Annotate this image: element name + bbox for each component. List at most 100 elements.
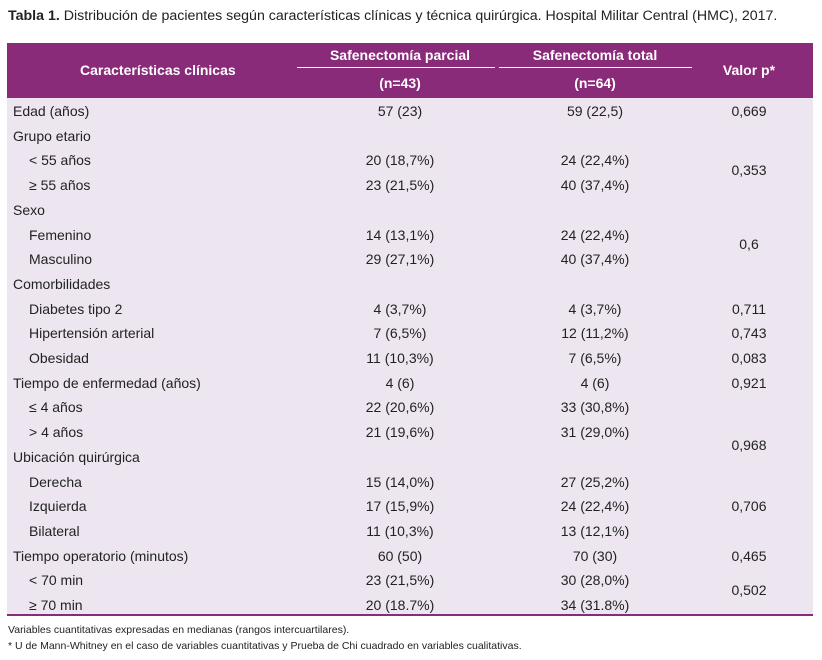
- row-label: ≥ 70 min: [29, 597, 83, 613]
- row-partial-value: 21 (19,6%): [365, 424, 435, 441]
- row-total-value: 7 (6,5%): [568, 350, 622, 366]
- row-total-value: 24 (22,4%): [560, 226, 630, 243]
- row-label: Tiempo operatorio (minutos): [13, 547, 189, 564]
- table-row: ≤ 4 años 22 (20,6%) 33 (30,8%): [7, 396, 813, 421]
- table-row: Tiempo operatorio (minutos) 60 (50) 70 (30…: [7, 545, 813, 570]
- caption-text: Distribución de pacientes según caracter…: [59, 8, 778, 24]
- row-label: Tiempo de enfermedad (años): [13, 374, 201, 391]
- row-partial-value: 20 (18.7%): [365, 597, 435, 613]
- row-total-value: 31 (29,0%): [560, 424, 630, 441]
- row-total-value: 4 (6): [580, 374, 610, 391]
- pvalue-sex: 0,6: [739, 236, 759, 252]
- row-pvalue: 0,921: [731, 374, 767, 391]
- pvalue-age-group: 0,353: [731, 162, 767, 178]
- row-total-value: 59 (22,5): [566, 103, 624, 119]
- row-pvalue: 0,083: [731, 350, 767, 366]
- row-partial-value: 4 (3,7%): [373, 300, 427, 317]
- row-total-value: 40 (37,4%): [560, 177, 630, 194]
- row-label: Masculino: [29, 251, 93, 268]
- pvalue-operative-time: 0,502: [731, 582, 767, 598]
- table-row: Izquierda 17 (15,9%) 24 (22,4%) 0,706: [7, 495, 813, 520]
- row-label: Grupo etario: [13, 127, 91, 144]
- row-partial-value: 57 (23): [377, 103, 423, 119]
- table-row: ≥ 70 min 20 (18.7%) 34 (31.8%): [7, 594, 813, 619]
- header-characteristics: Características clínicas: [80, 62, 236, 78]
- row-pvalue: 0,669: [731, 103, 767, 119]
- row-partial-value: 20 (18,7%): [365, 152, 435, 169]
- row-label: Edad (años): [13, 103, 90, 119]
- row-total-value: 24 (22,4%): [560, 498, 630, 515]
- row-label: Obesidad: [29, 350, 89, 366]
- caption-label: Tabla 1.: [8, 8, 60, 24]
- row-total-value: 33 (30,8%): [560, 399, 630, 416]
- header-total-n: (n=64): [574, 75, 616, 91]
- row-pvalue: 0,706: [731, 498, 767, 515]
- row-label: Derecha: [29, 473, 82, 490]
- footnote-tests: * U de Mann-Whitney en el caso de variab…: [8, 640, 522, 652]
- row-label: Diabetes tipo 2: [29, 300, 123, 317]
- row-partial-value: 7 (6,5%): [373, 325, 427, 342]
- table-row: Bilateral 11 (10,3%) 13 (12,1%): [7, 520, 813, 545]
- table-row: < 70 min 23 (21,5%) 30 (28,0%): [7, 569, 813, 594]
- row-partial-value: 60 (50): [377, 547, 423, 564]
- table-row: Masculino 29 (27,1%) 40 (37,4%): [7, 248, 813, 273]
- table-row: Comorbilidades: [7, 273, 813, 298]
- table-caption: Tabla 1. Distribución de pacientes según…: [8, 8, 777, 24]
- table-row: Derecha 15 (14,0%) 27 (25,2%): [7, 471, 813, 496]
- table-row: Diabetes tipo 2 4 (3,7%) 4 (3,7%) 0,711: [7, 298, 813, 323]
- row-partial-value: 15 (14,0%): [365, 473, 435, 490]
- table-body: 0,353 0,6 0,968 0,502 Edad (años) 57 (23)…: [7, 98, 813, 616]
- header-partial-n: (n=43): [379, 75, 421, 91]
- table-row: Ubicación quirúrgica: [7, 446, 813, 471]
- row-total-value: 24 (22,4%): [560, 152, 630, 169]
- row-partial-value: 11 (10,3%): [366, 522, 434, 539]
- row-label: Hipertensión arterial: [29, 325, 155, 342]
- table-row: Grupo etario: [7, 125, 813, 150]
- row-pvalue: 0,465: [731, 547, 767, 564]
- table-row: Sexo: [7, 199, 813, 224]
- row-partial-value: 23 (21,5%): [365, 177, 435, 194]
- row-label: Sexo: [13, 201, 45, 218]
- row-total-value: 12 (11,2%): [561, 325, 629, 342]
- row-total-value: 40 (37,4%): [560, 251, 630, 268]
- row-pvalue: 0,743: [731, 325, 767, 342]
- row-label: ≤ 4 años: [29, 399, 83, 416]
- table-row: Edad (años) 57 (23) 59 (22,5) 0,669: [7, 100, 813, 125]
- row-pvalue: 0,711: [732, 300, 766, 317]
- table-row: < 55 años 20 (18,7%) 24 (22,4%): [7, 149, 813, 174]
- header-total: Safenectomía total: [532, 47, 658, 63]
- table-row: Obesidad 11 (10,3%) 7 (6,5%) 0,083: [7, 347, 813, 372]
- table-row: Hipertensión arterial 7 (6,5%) 12 (11,2%) 0…: [7, 322, 813, 347]
- row-total-value: 13 (12,1%): [560, 522, 630, 539]
- row-label: ≥ 55 años: [29, 177, 91, 194]
- row-label: Ubicación quirúrgica: [13, 448, 140, 465]
- table-header: Características clínicas Safenectomía pa…: [7, 43, 813, 98]
- table-row: ≥ 55 años 23 (21,5%) 40 (37,4%): [7, 174, 813, 199]
- row-label: Femenino: [29, 226, 92, 243]
- row-partial-value: 14 (13,1%): [365, 226, 435, 243]
- row-partial-value: 11 (10,3%): [366, 350, 434, 366]
- header-pvalue: Valor p*: [722, 62, 776, 78]
- row-partial-value: 17 (15,9%): [365, 498, 435, 515]
- row-label: Comorbilidades: [13, 275, 111, 292]
- header-divider-total: [499, 67, 692, 68]
- row-label: < 70 min: [29, 572, 84, 589]
- row-partial-value: 23 (21,5%): [365, 572, 435, 589]
- pvalue-disease-time: 0,968: [731, 437, 767, 453]
- row-partial-value: 22 (20,6%): [365, 399, 435, 416]
- row-label: < 55 años: [29, 152, 91, 169]
- header-partial: Safenectomía parcial: [329, 47, 471, 63]
- footnote-quantitative: Variables cuantitativas expresadas en me…: [8, 624, 350, 636]
- header-divider-partial: [297, 67, 495, 68]
- row-partial-value: 29 (27,1%): [365, 251, 435, 268]
- row-partial-value: 4 (6): [385, 374, 415, 391]
- row-label: Izquierda: [29, 498, 87, 515]
- row-total-value: 27 (25,2%): [560, 473, 630, 490]
- row-label: > 4 años: [29, 424, 84, 441]
- row-total-value: 30 (28,0%): [560, 572, 630, 589]
- table-row: Femenino 14 (13,1%) 24 (22,4%): [7, 224, 813, 249]
- table-row: Tiempo de enfermedad (años) 4 (6) 4 (6) 0,9…: [7, 372, 813, 397]
- row-label: Bilateral: [29, 522, 80, 539]
- row-total-value: 34 (31.8%): [560, 597, 630, 613]
- table-row: > 4 años 21 (19,6%) 31 (29,0%): [7, 421, 813, 446]
